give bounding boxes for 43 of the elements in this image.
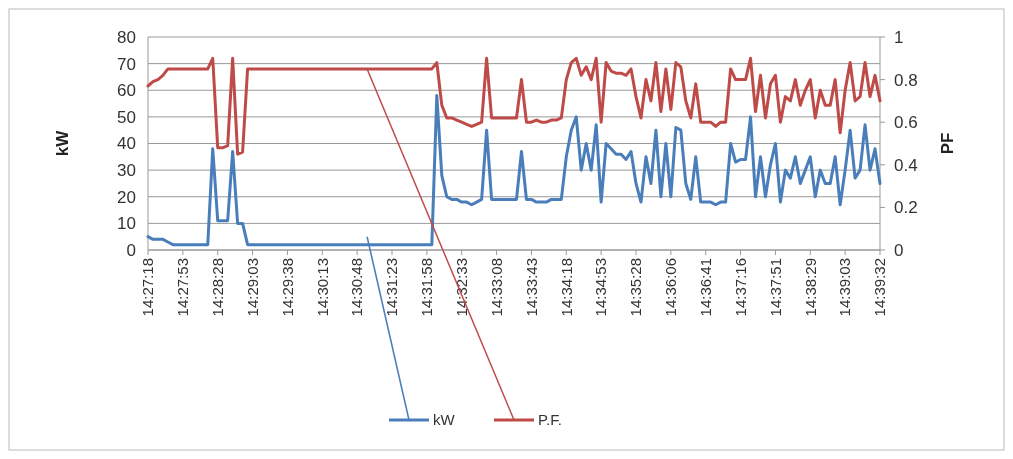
x-tick-label: 14:32:33 [452, 258, 470, 317]
y2-axis-title: PF [938, 132, 957, 155]
x-tick-label: 14:28:28 [208, 258, 226, 317]
y-tick-label: 50 [117, 107, 136, 127]
y2-tick-label: 0 [894, 240, 904, 260]
y2-tick-label: 0.8 [894, 70, 918, 90]
x-tick-label: 14:27:18 [139, 258, 157, 317]
x-tick-label: 14:33:08 [487, 258, 505, 317]
y2-tick-label: 0.6 [894, 113, 918, 133]
x-tick-label: 14:30:48 [348, 258, 366, 317]
x-tick-label: 14:34:53 [592, 258, 610, 317]
y-tick-label: 20 [117, 187, 136, 207]
y-tick-label: 10 [117, 214, 136, 234]
x-tick-label: 14:34:18 [557, 258, 575, 317]
line-series [146, 56, 882, 156]
y2-tick-label: 0.4 [894, 155, 918, 175]
y2-tick-label: 0.2 [894, 198, 918, 218]
y-tick-label: 70 [117, 54, 136, 74]
x-tick-label: 14:38:29 [801, 258, 819, 317]
x-tick-label: 14:27:53 [174, 258, 192, 317]
x-tick-label: 14:39:32 [871, 258, 889, 317]
legend-label: kW [433, 411, 456, 429]
y-tick-label: 0 [126, 240, 136, 260]
y-tick-label: 80 [117, 27, 136, 47]
y-axis-title: kW [53, 129, 72, 157]
y-tick-label: 40 [117, 134, 136, 154]
x-tick-label: 14:36:06 [662, 258, 680, 317]
x-tick-label: 14:33:43 [522, 258, 540, 317]
y-tick-label: 30 [117, 161, 136, 181]
x-tick-label: 14:37:16 [731, 258, 749, 317]
x-tick-label: 14:35:28 [627, 258, 645, 317]
x-tick-label: 14:31:58 [418, 258, 436, 317]
x-tick-label: 14:30:13 [313, 258, 331, 317]
x-tick-label: 14:36:41 [696, 258, 714, 317]
y-tick-label: 60 [117, 81, 136, 101]
x-tick-label: 14:29:38 [278, 258, 296, 317]
legend-label: P.F. [538, 411, 562, 429]
x-tick-label: 14:31:23 [383, 258, 401, 317]
x-tick-label: 14:39:03 [836, 258, 854, 317]
x-tick-label: 14:29:03 [243, 258, 261, 317]
x-tick-label: 14:37:51 [766, 258, 784, 317]
line-series [146, 94, 882, 247]
y2-tick-label: 1 [894, 27, 904, 47]
